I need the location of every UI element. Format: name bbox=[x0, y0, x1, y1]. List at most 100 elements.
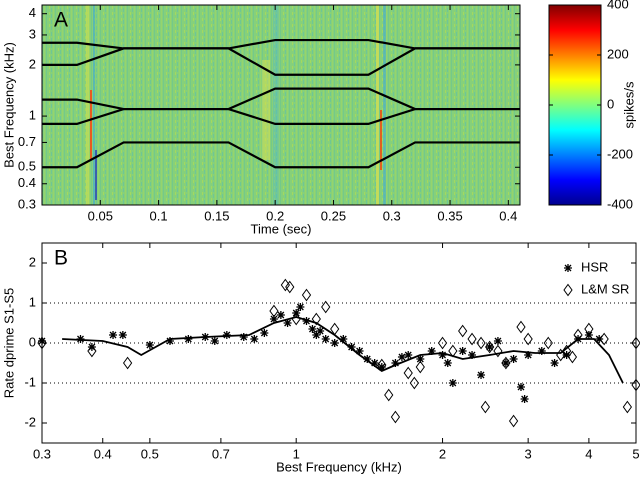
x-tick-label: 0.35 bbox=[437, 208, 462, 223]
asterisk-marker bbox=[210, 337, 219, 345]
y-tick-label: 2 bbox=[29, 254, 36, 269]
y-tick-label: 0.7 bbox=[18, 134, 36, 149]
asterisk-marker bbox=[550, 359, 559, 367]
asterisk-marker bbox=[443, 359, 452, 367]
legend-marker bbox=[563, 283, 573, 297]
diamond-marker bbox=[384, 388, 394, 402]
diamond-marker bbox=[467, 332, 477, 346]
asterisk-marker bbox=[250, 335, 259, 343]
diamond-marker bbox=[122, 356, 133, 370]
asterisk-marker bbox=[501, 359, 510, 367]
plot-frame bbox=[41, 4, 521, 206]
x-tick-label: 0.05 bbox=[88, 208, 113, 223]
y-tick-label: 1 bbox=[29, 294, 36, 309]
heatmap-streak bbox=[95, 150, 97, 200]
heatmap-streak bbox=[93, 5, 95, 205]
asterisk-marker bbox=[355, 347, 364, 355]
line bbox=[42, 47, 520, 76]
diamond-marker bbox=[280, 278, 290, 292]
diamond-marker bbox=[543, 336, 553, 350]
asterisk-marker bbox=[312, 331, 321, 339]
asterisk-marker bbox=[363, 355, 372, 363]
diamond-marker bbox=[269, 304, 279, 318]
colorbar-label: spikes/s bbox=[621, 81, 636, 128]
y-tick-label: 1 bbox=[29, 108, 36, 123]
colorbar-tick-label: 0 bbox=[607, 96, 614, 111]
diamond-marker bbox=[87, 344, 97, 358]
y-axis-label: Best Frequency (kHz) bbox=[1, 42, 16, 168]
diamond-marker bbox=[480, 400, 491, 414]
y-tick-label: 0 bbox=[29, 334, 36, 349]
asterisk-marker bbox=[87, 343, 96, 351]
colorbar-tick-label: -200 bbox=[607, 146, 633, 161]
x-tick-label: 2 bbox=[439, 446, 446, 461]
asterisk-marker bbox=[330, 339, 339, 347]
x-tick-label: 5 bbox=[632, 446, 639, 461]
asterisk-marker bbox=[283, 319, 292, 327]
asterisk-marker bbox=[109, 331, 118, 339]
line bbox=[42, 141, 520, 169]
asterisk-marker bbox=[438, 351, 447, 359]
asterisk-marker bbox=[260, 329, 269, 337]
asterisk-marker bbox=[316, 327, 325, 335]
x-tick-label: 0.15 bbox=[204, 208, 229, 223]
asterisk-marker bbox=[404, 351, 413, 359]
asterisk-marker bbox=[485, 343, 494, 351]
colorbar bbox=[548, 4, 602, 206]
line bbox=[62, 316, 624, 384]
y-tick-label: 0.4 bbox=[18, 175, 36, 190]
x-tick-label: 0.4 bbox=[94, 446, 112, 461]
diamond-marker bbox=[523, 332, 533, 346]
y-tick-label: -2 bbox=[24, 414, 36, 429]
asterisk-marker bbox=[347, 343, 356, 351]
asterisk-marker bbox=[391, 359, 400, 367]
diamond-marker bbox=[562, 344, 572, 358]
diamond-marker bbox=[390, 410, 401, 424]
heatmap-streak bbox=[380, 110, 382, 170]
asterisk-marker bbox=[524, 351, 533, 359]
diamond-marker bbox=[301, 288, 312, 302]
legend-marker bbox=[564, 264, 572, 272]
diamond-marker bbox=[573, 328, 583, 342]
asterisk-marker bbox=[339, 335, 348, 343]
x-tick-label: 0.3 bbox=[383, 208, 401, 223]
asterisk-marker bbox=[377, 363, 386, 371]
heatmap-streak bbox=[90, 90, 92, 160]
diamond-marker bbox=[415, 360, 425, 374]
x-tick-label: 0.5 bbox=[141, 446, 159, 461]
line bbox=[42, 38, 520, 50]
colorbar-tick-label: -400 bbox=[607, 196, 633, 211]
line bbox=[42, 87, 520, 111]
asterisk-marker bbox=[509, 355, 518, 363]
heatmap-streak bbox=[86, 5, 89, 205]
asterisk-marker bbox=[222, 331, 231, 339]
asterisk-marker bbox=[516, 383, 525, 391]
y-tick-label: 3 bbox=[29, 26, 36, 41]
diamond-marker bbox=[622, 400, 632, 414]
asterisk-marker bbox=[477, 371, 486, 379]
diamond-marker bbox=[567, 350, 578, 364]
diamond-marker bbox=[516, 320, 526, 334]
x-tick-label: 0.4 bbox=[499, 208, 517, 223]
diamond-marker bbox=[485, 340, 495, 354]
colorbar-tick-label: 200 bbox=[607, 46, 629, 61]
x-tick-label: 3 bbox=[525, 446, 532, 461]
y-axis-label: Rate dprime S1-S5 bbox=[1, 288, 16, 399]
x-axis-label: Time (sec) bbox=[251, 221, 312, 236]
y-tick-label: 2 bbox=[29, 56, 36, 71]
diamond-marker bbox=[403, 366, 413, 380]
y-tick-label: 0.3 bbox=[18, 196, 36, 211]
line bbox=[42, 107, 520, 125]
y-tick-label: 0.5 bbox=[18, 159, 36, 174]
diamond-marker bbox=[458, 324, 468, 338]
diamond-marker bbox=[476, 336, 486, 350]
asterisk-marker bbox=[269, 315, 278, 323]
asterisk-marker bbox=[165, 337, 174, 345]
x-tick-label: 0.7 bbox=[212, 446, 230, 461]
asterisk-marker bbox=[145, 341, 154, 349]
asterisk-marker bbox=[458, 347, 467, 355]
y-tick-label: -1 bbox=[24, 374, 36, 389]
diamond-marker bbox=[493, 344, 503, 358]
asterisk-marker bbox=[416, 355, 425, 363]
